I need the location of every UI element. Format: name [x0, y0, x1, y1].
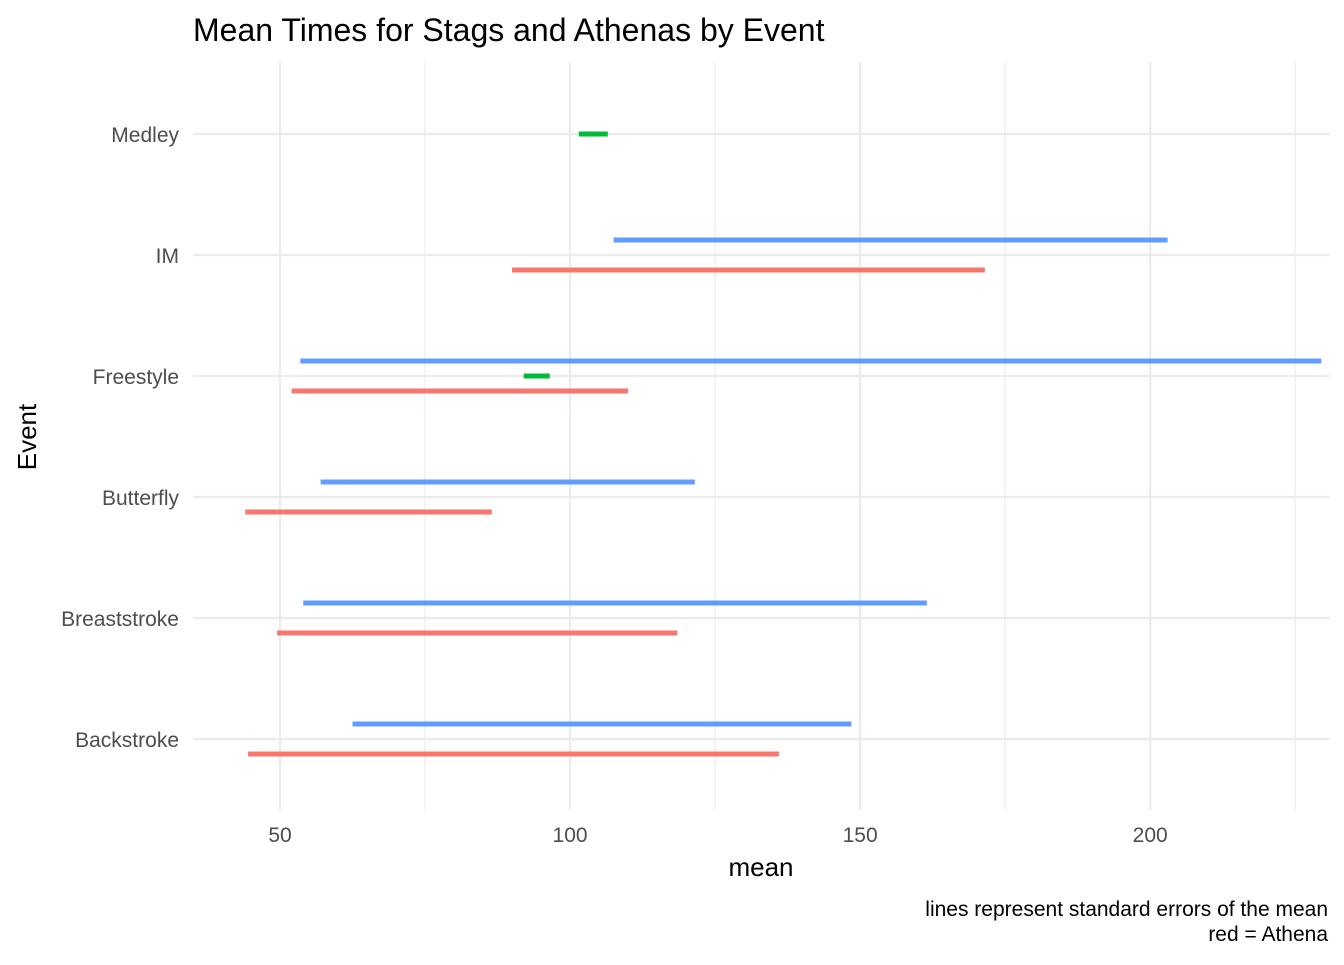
y-tick-label: Breaststroke [61, 608, 179, 631]
grid-layer [193, 62, 1330, 810]
x-tick-label: 50 [268, 824, 291, 847]
y-tick-label: Medley [111, 124, 179, 147]
x-axis-title: mean [728, 852, 793, 882]
caption-line: red = Athena [1208, 923, 1328, 946]
x-tick-labels: 50 100 150 200 [268, 824, 1167, 847]
x-tick-label: 200 [1133, 824, 1168, 847]
chart-title: Mean Times for Stags and Athenas by Even… [193, 12, 825, 48]
y-tick-label: Freestyle [93, 366, 179, 389]
caption-line: lines represent standard errors of the m… [925, 898, 1328, 921]
x-tick-label: 150 [843, 824, 878, 847]
y-tick-labels: Backstroke Breaststroke Butterfly Freestyle… [61, 124, 179, 752]
y-tick-label: IM [156, 245, 179, 268]
intervals-layer [245, 131, 1322, 757]
y-axis-title: Event [12, 403, 42, 470]
y-tick-label: Butterfly [102, 487, 180, 510]
caption: lines represent standard errors of the m… [925, 898, 1328, 946]
x-tick-label: 100 [553, 824, 588, 847]
y-tick-label: Backstroke [75, 729, 179, 752]
